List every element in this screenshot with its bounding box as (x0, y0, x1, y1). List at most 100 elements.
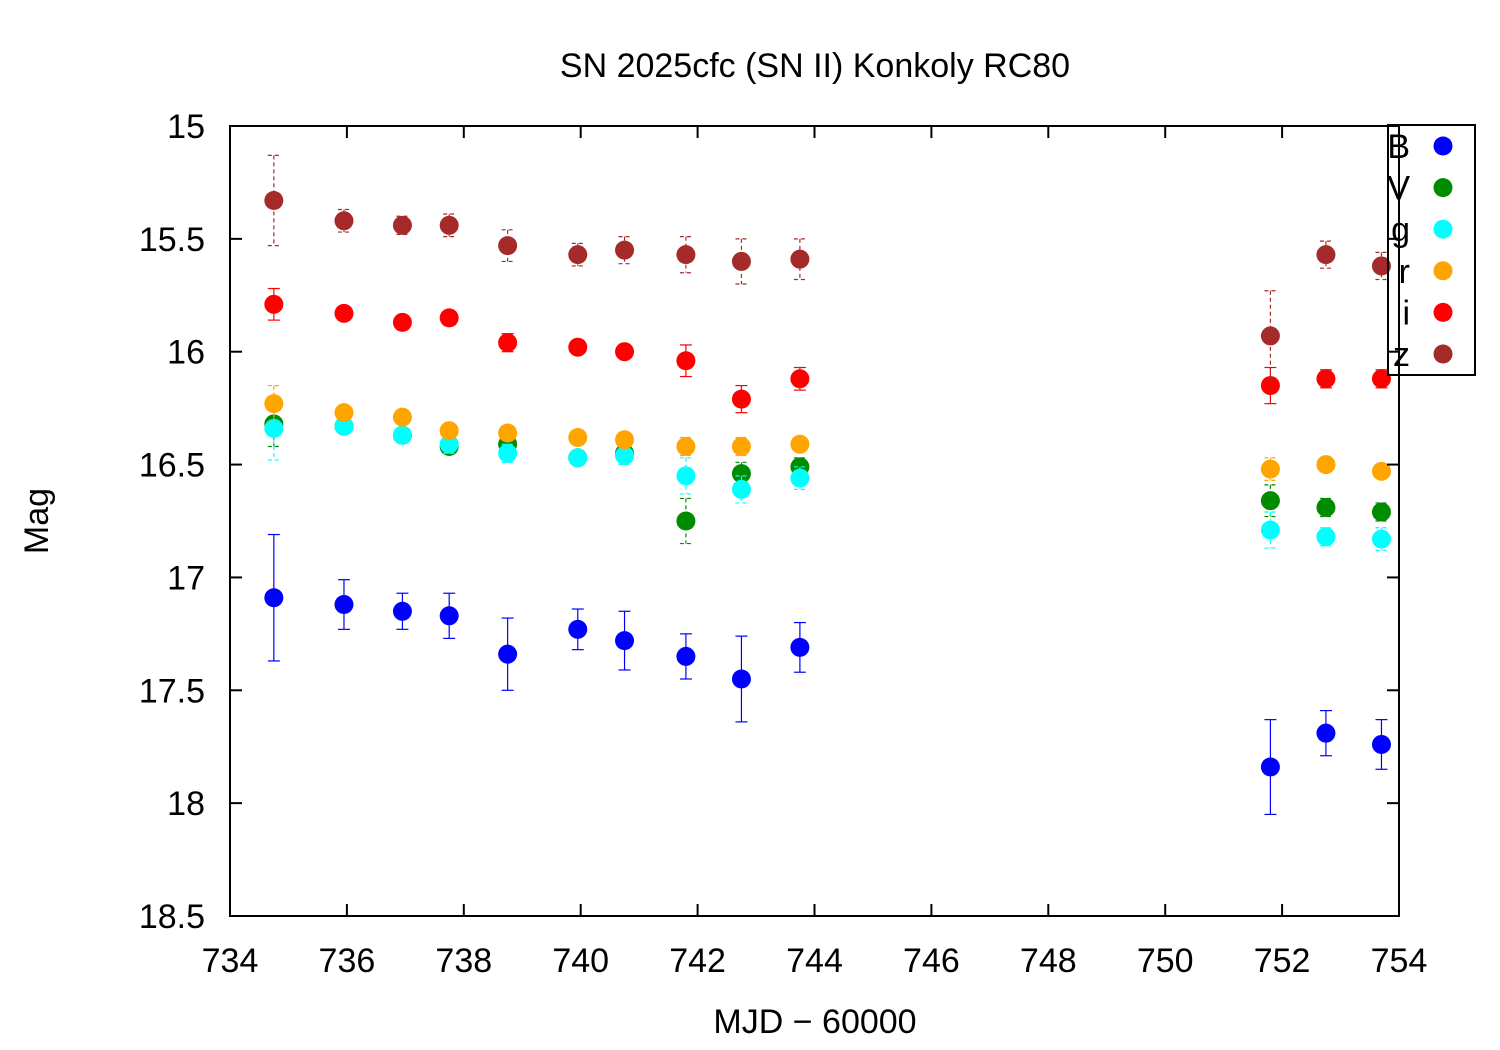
data-point-r (334, 403, 354, 423)
x-tick-label: 740 (552, 942, 609, 980)
data-point-B (1260, 757, 1280, 777)
data-point-r (1316, 455, 1336, 475)
x-tick-label: 734 (202, 942, 259, 980)
data-point-r (615, 430, 635, 450)
data-point-r (392, 407, 412, 427)
data-point-z (498, 236, 518, 256)
data-point-i (392, 312, 412, 332)
data-point-g (790, 468, 810, 488)
data-point-V (676, 511, 696, 531)
data-point-z (1371, 256, 1391, 276)
legend-marker-g (1433, 219, 1453, 239)
x-tick-label: 750 (1137, 942, 1194, 980)
y-tick-label: 15.5 (139, 221, 205, 259)
y-tick-label: 15 (167, 108, 205, 146)
legend-label-B: B (1387, 128, 1410, 166)
data-point-z (790, 249, 810, 269)
data-point-g (1371, 529, 1391, 549)
data-point-B (498, 644, 518, 664)
data-point-i (334, 303, 354, 323)
data-point-i (568, 337, 588, 357)
data-point-i (1371, 369, 1391, 389)
x-tick-label: 744 (786, 942, 843, 980)
data-point-i (498, 333, 518, 353)
data-point-z (1316, 245, 1336, 265)
legend-marker-B (1433, 136, 1453, 156)
x-tick-label: 738 (435, 942, 492, 980)
series-r (264, 384, 1391, 481)
data-point-g (334, 416, 354, 436)
y-tick-label: 17 (167, 559, 205, 597)
plot-frame (229, 125, 1400, 917)
series-g (264, 396, 1391, 551)
legend-label-r: r (1399, 253, 1410, 291)
x-tick-label: 736 (319, 942, 376, 980)
y-tick-label: 17.5 (139, 672, 205, 710)
data-point-B (790, 637, 810, 657)
data-point-r (1260, 459, 1280, 479)
data-point-g (439, 434, 459, 454)
x-tick-label: 748 (1020, 942, 1077, 980)
data-point-i (676, 351, 696, 371)
data-point-g (264, 418, 284, 438)
data-point-z (676, 245, 696, 265)
data-point-i (1316, 369, 1336, 389)
data-point-B (439, 606, 459, 626)
data-point-g (568, 448, 588, 468)
data-point-g (731, 479, 751, 499)
data-point-r (498, 423, 518, 443)
x-tick-label: 752 (1254, 942, 1311, 980)
data-point-r (439, 421, 459, 441)
data-point-g (1316, 527, 1336, 547)
data-point-z (264, 190, 284, 210)
legend-marker-z (1433, 344, 1453, 364)
data-point-i (1260, 376, 1280, 396)
y-axis-title: Mag (18, 488, 56, 554)
data-point-g (676, 466, 696, 486)
data-point-z (731, 251, 751, 271)
data-point-r (790, 434, 810, 454)
data-point-i (439, 308, 459, 328)
data-point-r (568, 427, 588, 447)
x-tick-label: 746 (903, 942, 960, 980)
legend-marker-r (1433, 261, 1453, 281)
data-point-r (731, 437, 751, 457)
data-point-i (615, 342, 635, 362)
y-tick-label: 18.5 (139, 898, 205, 936)
data-point-B (1316, 723, 1336, 743)
data-point-z (568, 245, 588, 265)
series-z (264, 154, 1391, 382)
data-point-r (676, 437, 696, 457)
legend-box (1387, 124, 1476, 376)
legend-marker-V (1433, 178, 1453, 198)
data-point-B (615, 631, 635, 651)
chart-title: SN 2025cfc (SN II) Konkoly RC80 (560, 47, 1070, 85)
data-point-i (731, 389, 751, 409)
data-point-z (334, 211, 354, 231)
x-tick-label: 754 (1371, 942, 1428, 980)
data-point-g (1260, 520, 1280, 540)
series-B (264, 533, 1391, 816)
legend-label-V: V (1387, 170, 1410, 208)
data-point-r (264, 394, 284, 414)
data-point-z (615, 240, 635, 260)
y-tick-label: 16.5 (139, 447, 205, 485)
y-tick-label: 16 (167, 334, 205, 372)
data-point-i (264, 294, 284, 314)
legend-marker-i (1433, 302, 1453, 322)
data-point-V (1260, 491, 1280, 511)
data-point-g (392, 425, 412, 445)
data-point-B (1371, 734, 1391, 754)
data-point-B (264, 588, 284, 608)
data-point-g (498, 443, 518, 463)
data-point-g (615, 446, 635, 466)
legend-label-z: z (1393, 336, 1410, 374)
data-point-B (392, 601, 412, 621)
legend-label-i: i (1402, 294, 1410, 332)
data-point-z (439, 215, 459, 235)
series-i (264, 287, 1391, 414)
data-point-V (1316, 497, 1336, 517)
data-point-V (731, 464, 751, 484)
